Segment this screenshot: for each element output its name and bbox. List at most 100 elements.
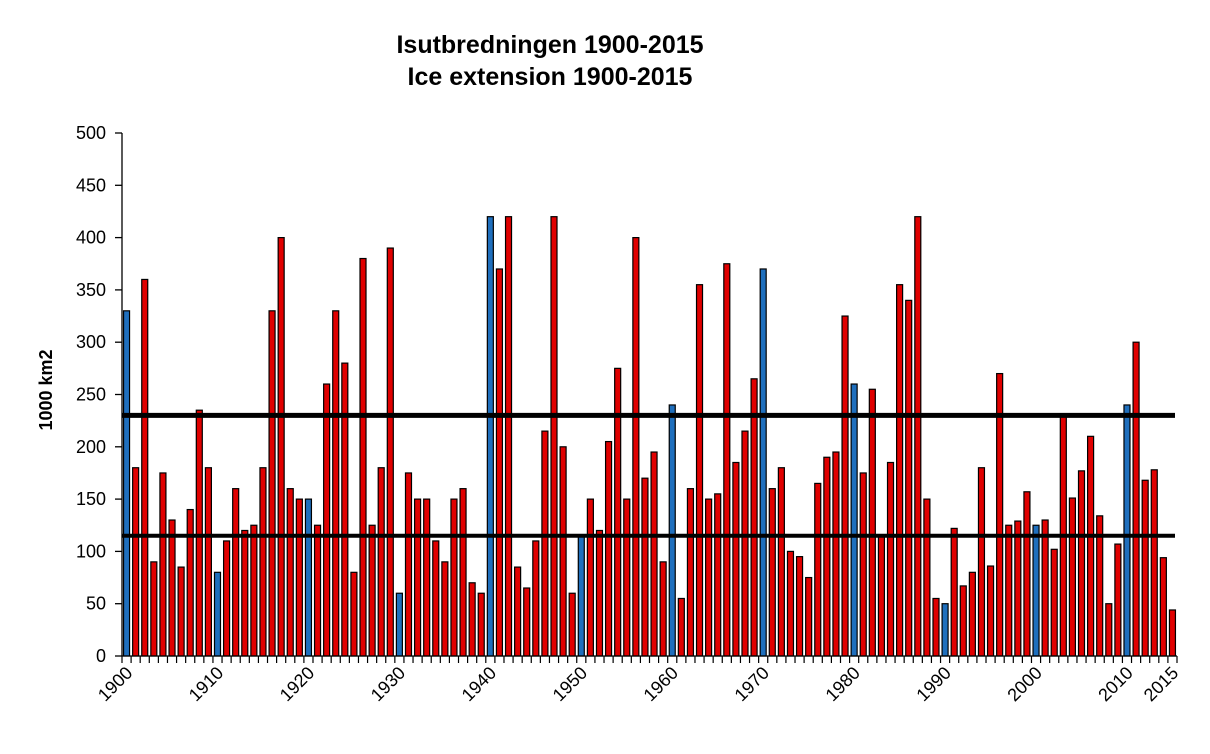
- bar-1951: [586, 498, 594, 657]
- bar-1971: [768, 488, 776, 657]
- bar-1980: [850, 383, 858, 657]
- bar-1993: [968, 571, 976, 657]
- bar-1905: [168, 519, 176, 657]
- bar-1991: [950, 527, 958, 657]
- bar-2013: [1150, 469, 1158, 657]
- bar-1925: [350, 571, 358, 657]
- bar-1962: [686, 488, 695, 657]
- x-tick-label-1940: 1940: [458, 663, 500, 705]
- bar-1956: [632, 237, 640, 657]
- bar-1934: [432, 540, 440, 657]
- bar-1948: [559, 446, 567, 657]
- bar-1978: [832, 451, 840, 657]
- y-tick-label-150: 150: [76, 489, 106, 509]
- bar-1966: [723, 263, 731, 657]
- bar-1930: [395, 592, 403, 657]
- bar-1959: [659, 561, 667, 657]
- bar-1992: [959, 585, 967, 657]
- bars-group: [122, 216, 1177, 657]
- x-tick-label-2000: 2000: [1003, 663, 1045, 705]
- bar-1976: [814, 482, 822, 657]
- bar-2014: [1159, 557, 1167, 657]
- y-tick-label-200: 200: [76, 437, 106, 457]
- bar-1988: [923, 498, 931, 657]
- bar-1945: [532, 540, 540, 657]
- bar-1964: [705, 498, 713, 657]
- bar-1911: [222, 540, 231, 657]
- bar-2011: [1132, 341, 1140, 657]
- bar-1972: [777, 467, 785, 657]
- bar-1975: [805, 576, 813, 657]
- x-tick-label-1900: 1900: [94, 663, 136, 705]
- bar-1941: [495, 268, 504, 657]
- bar-2006: [1086, 435, 1095, 657]
- y-tick-label-100: 100: [76, 541, 106, 561]
- bar-1939: [477, 592, 485, 657]
- bar-1968: [741, 430, 749, 657]
- bar-2004: [1068, 497, 1077, 657]
- bar-1952: [595, 529, 604, 657]
- y-tick-label-500: 500: [76, 123, 106, 143]
- bar-1943: [514, 566, 522, 657]
- bar-2015: [1168, 609, 1177, 657]
- bar-1915: [259, 467, 267, 657]
- bar-1961: [677, 597, 685, 657]
- bar-1963: [695, 284, 704, 657]
- bar-1987: [914, 216, 922, 657]
- bar-1908: [195, 409, 203, 657]
- bar-1926: [359, 257, 367, 657]
- x-tick-label-1930: 1930: [367, 663, 409, 705]
- bar-1913: [241, 529, 249, 657]
- bar-1940: [486, 216, 494, 657]
- bar-1932: [413, 498, 422, 657]
- bar-1955: [623, 498, 631, 657]
- reference-lines-group: [122, 412, 1175, 538]
- bar-1965: [714, 493, 722, 657]
- bar-1914: [250, 524, 258, 657]
- bar-1909: [204, 467, 212, 657]
- bar-1982: [868, 388, 876, 657]
- bar-1922: [323, 383, 331, 657]
- bar-1942: [504, 216, 513, 657]
- bar-1904: [159, 472, 167, 657]
- bar-1957: [641, 477, 649, 657]
- bar-1927: [368, 524, 376, 657]
- bar-2008: [1105, 603, 1113, 657]
- y-tick-label-400: 400: [76, 228, 106, 248]
- bar-1949: [568, 592, 576, 657]
- bar-1937: [459, 488, 467, 657]
- bar-1936: [450, 498, 458, 657]
- bar-1900: [122, 310, 131, 657]
- bar-1944: [523, 587, 531, 657]
- chart-subtitle: Ice extension 1900-2015: [408, 63, 693, 91]
- bar-2001: [1041, 519, 1049, 657]
- bar-1973: [786, 550, 795, 657]
- bar-1907: [186, 508, 194, 657]
- bar-1928: [377, 467, 385, 657]
- bar-1903: [150, 561, 158, 657]
- x-tick-label-2015: 2015: [1140, 663, 1182, 705]
- x-tick-label-1980: 1980: [821, 663, 863, 705]
- bar-1997: [1005, 524, 1013, 657]
- bar-1998: [1014, 520, 1022, 657]
- y-tick-label-0: 0: [96, 646, 106, 666]
- bar-1917: [277, 237, 285, 657]
- bar-1916: [268, 310, 276, 657]
- bar-1995: [986, 565, 995, 657]
- y-tick-label-50: 50: [86, 594, 106, 614]
- y-tick-label-300: 300: [76, 332, 106, 352]
- bar-1999: [1023, 491, 1031, 657]
- bar-1910: [213, 571, 222, 657]
- bar-1985: [896, 284, 904, 657]
- y-axis-label: 1000 km2: [36, 349, 56, 430]
- bar-1977: [823, 456, 831, 657]
- bar-1986: [905, 299, 913, 657]
- bar-1958: [650, 451, 658, 657]
- y-tick-label-350: 350: [76, 280, 106, 300]
- bar-1960: [668, 404, 676, 657]
- bar-2010: [1123, 404, 1131, 657]
- bar-1929: [386, 247, 394, 657]
- bar-1990: [941, 603, 949, 657]
- bar-1924: [341, 362, 349, 657]
